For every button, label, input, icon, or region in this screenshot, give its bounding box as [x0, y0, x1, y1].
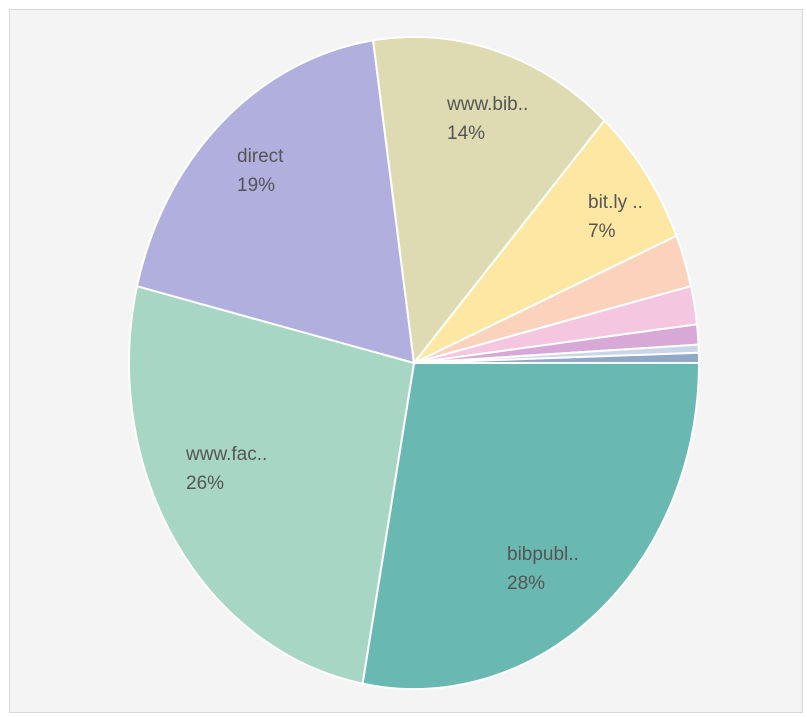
slice-label-3: direct: [237, 146, 284, 167]
slice-label-1: bibpubl..: [507, 544, 579, 565]
slice-label-5: bit.ly ..: [588, 192, 643, 213]
pie-slice-4[interactable]: [372, 36, 606, 366]
slice-percent-4: 14%: [447, 123, 485, 144]
slice-percent-1: 28%: [507, 573, 545, 594]
pie-slice-1[interactable]: [361, 362, 701, 691]
slice-label-2: www.fac..: [185, 444, 267, 465]
slice-label-4: www.bib..: [446, 94, 528, 115]
pie-slice-10[interactable]: [413, 351, 701, 364]
slice-percent-5: 7%: [588, 221, 616, 242]
pie-slice-2[interactable]: [128, 284, 416, 685]
pie-slice-5[interactable]: [413, 119, 678, 364]
slice-percent-3: 19%: [237, 175, 275, 196]
slice-percent-2: 26%: [186, 473, 224, 494]
pie-slice-3[interactable]: [135, 39, 416, 365]
